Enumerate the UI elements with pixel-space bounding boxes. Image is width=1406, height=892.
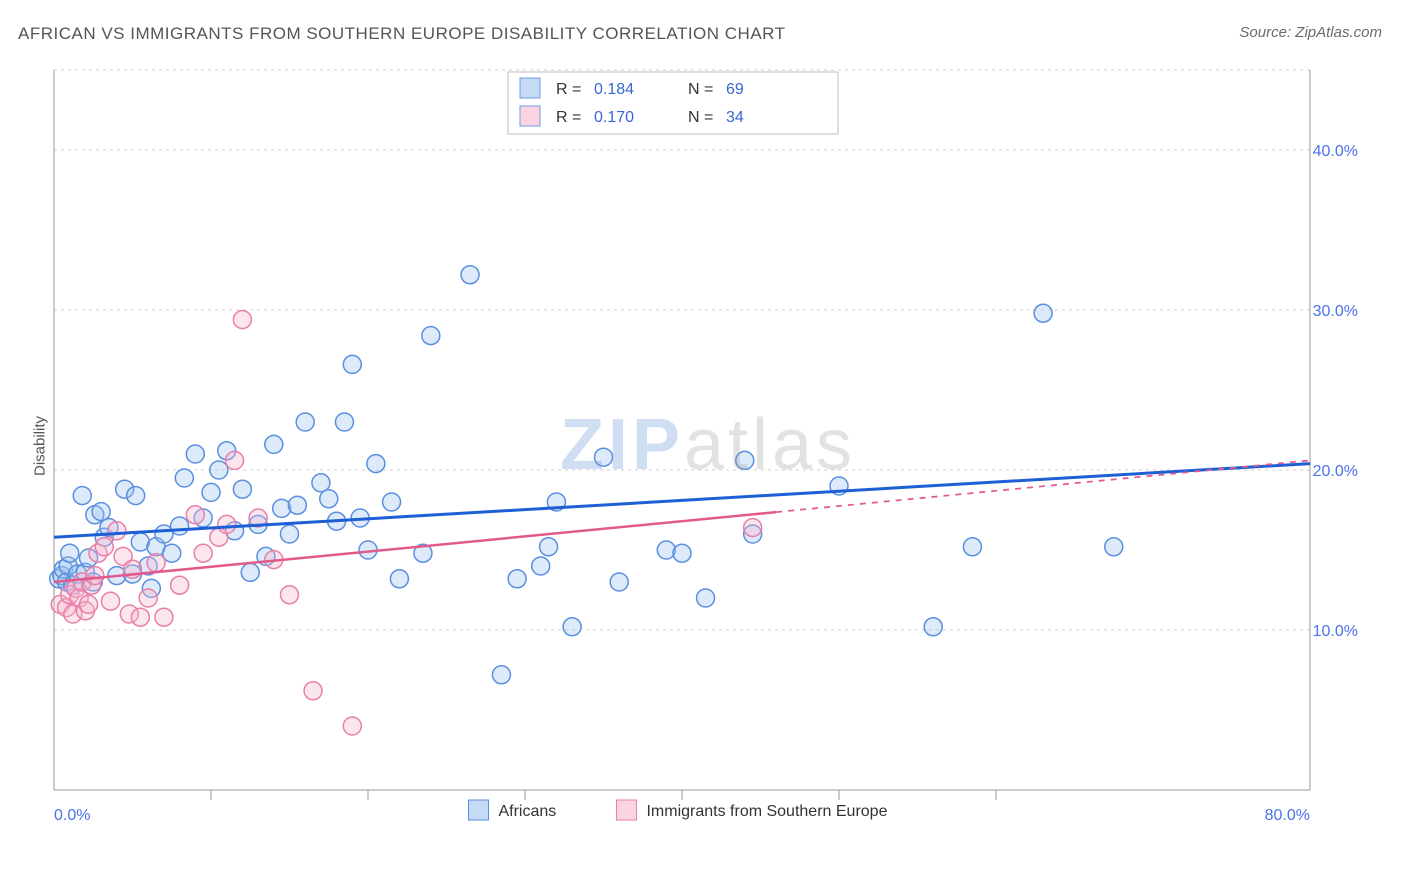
legend-series: Africans Immigrants from Southern Europe bbox=[468, 800, 887, 820]
svg-text:0.184: 0.184 bbox=[594, 81, 634, 98]
svg-text:69: 69 bbox=[726, 81, 744, 98]
legend-stats: R = 0.184 N = 69 R = 0.170 N = 34 bbox=[508, 72, 838, 134]
svg-text:80.0%: 80.0% bbox=[1265, 807, 1310, 824]
svg-text:20.0%: 20.0% bbox=[1313, 463, 1358, 480]
svg-text:R =: R = bbox=[556, 81, 581, 98]
svg-text:N =: N = bbox=[688, 109, 713, 126]
plot-area: 0.0% 80.0% 10.0% 20.0% 30.0% 40.0% R = 0.184 N =… bbox=[48, 60, 1368, 830]
svg-text:0.0%: 0.0% bbox=[54, 807, 90, 824]
source-attribution: Source: ZipAtlas.com bbox=[1239, 24, 1382, 41]
svg-text:40.0%: 40.0% bbox=[1313, 143, 1358, 160]
chart-title: AFRICAN VS IMMIGRANTS FROM SOUTHERN EURO… bbox=[18, 24, 786, 44]
scatter-chart: 0.0% 80.0% 10.0% 20.0% 30.0% 40.0% R = 0.184 N =… bbox=[48, 60, 1368, 830]
source-name: ZipAtlas.com bbox=[1295, 24, 1382, 41]
y-tick-labels: 10.0% 20.0% 30.0% 40.0% bbox=[1313, 143, 1358, 640]
svg-text:Immigrants from Southern Europ: Immigrants from Southern Europe bbox=[646, 803, 887, 820]
axes bbox=[54, 70, 1310, 790]
y-axis-label: Disability bbox=[32, 416, 49, 476]
svg-text:0.170: 0.170 bbox=[594, 109, 634, 126]
x-ticks bbox=[211, 790, 996, 800]
svg-text:34: 34 bbox=[726, 109, 744, 126]
series-africans bbox=[50, 266, 1123, 684]
source-prefix: Source: bbox=[1239, 24, 1295, 41]
svg-text:Africans: Africans bbox=[498, 803, 556, 820]
trendline-africans bbox=[54, 464, 1310, 538]
svg-text:R =: R = bbox=[556, 109, 581, 126]
svg-text:30.0%: 30.0% bbox=[1313, 303, 1358, 320]
svg-text:10.0%: 10.0% bbox=[1313, 623, 1358, 640]
svg-text:N =: N = bbox=[688, 81, 713, 98]
